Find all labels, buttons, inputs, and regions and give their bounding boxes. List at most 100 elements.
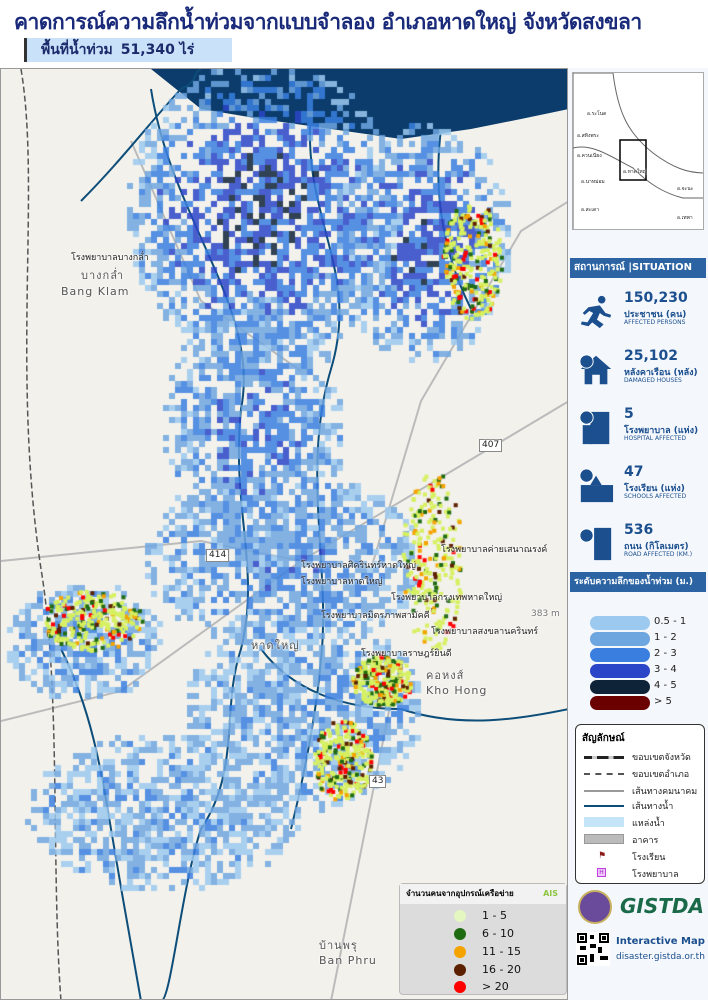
place-label: Kho Hong bbox=[426, 684, 488, 697]
page-title: คาดการณ์ความลึกน้ำท่วมจากแบบจำลอง อำเภอห… bbox=[14, 10, 642, 34]
hospital-alert-icon bbox=[579, 410, 610, 445]
road-alert-icon bbox=[579, 527, 612, 561]
hospital-label: โรงพยาบาลศิครินทร์หาดใหญ่ bbox=[301, 561, 416, 571]
flood-area-label: พื้นที่น้ำท่วม bbox=[41, 42, 113, 58]
house-alert-icon bbox=[579, 354, 612, 385]
inset-label: อ.สะเดา bbox=[581, 207, 600, 213]
situation-value: 150,230 bbox=[624, 290, 688, 306]
road-swatch bbox=[584, 790, 624, 792]
ais-legend-item: 11 - 15 bbox=[400, 943, 566, 961]
situation-value: 25,102 bbox=[624, 348, 679, 364]
depth-swatch bbox=[590, 664, 650, 678]
road-shield: 407 bbox=[479, 439, 503, 452]
depth-label: 3 - 4 bbox=[654, 664, 677, 675]
hospital-label: โรงพยาบาลบางกล่ำ bbox=[71, 253, 149, 263]
situation-item: 47 โรงเรียน (แห่ง) SCHOOLS AFFECTED bbox=[572, 464, 706, 514]
flood-area-banner: พื้นที่น้ำท่วม 51,340 ไร่ bbox=[24, 38, 232, 62]
situation-header: สถานการณ์ |SITUATION bbox=[570, 258, 706, 278]
flood-depth-layer bbox=[1, 69, 567, 999]
road-shield: 414 bbox=[206, 549, 230, 562]
ais-legend: จำนวนคนจากอุปกรณ์เครือข่าย AIS 1 - 5 6 -… bbox=[399, 883, 567, 995]
river-swatch bbox=[584, 805, 624, 807]
school-alert-icon bbox=[579, 468, 614, 503]
situation-label-en: HOSPITAL AFFECTED bbox=[624, 435, 687, 442]
district-boundary-swatch bbox=[584, 773, 624, 775]
symbol-legend-title: สัญลักษณ์ bbox=[582, 733, 625, 744]
hospital-icon: H bbox=[597, 868, 606, 877]
situation-value: 536 bbox=[624, 522, 654, 538]
flood-depth-map[interactable]: โรงพยาบาลบางกล่ำ บางกล่ำ Bang Klam โรงพย… bbox=[0, 68, 568, 1000]
depth-swatch bbox=[590, 680, 650, 694]
school-icon: ⚑ bbox=[598, 851, 607, 861]
place-label: คอหงส์ bbox=[426, 669, 465, 682]
ais-legend-title: จำนวนคนจากอุปกรณ์เครือข่าย bbox=[406, 889, 514, 898]
inset-label: อ.ระโนด bbox=[587, 111, 607, 117]
depth-label: 1 - 2 bbox=[654, 632, 677, 643]
depth-label: > 5 bbox=[654, 696, 672, 707]
ais-legend-item: 16 - 20 bbox=[400, 961, 566, 979]
legend-dot bbox=[454, 946, 466, 958]
ministry-seal-logo bbox=[578, 890, 612, 924]
legend-dot bbox=[454, 964, 466, 976]
inset-label: อ.หาดใหญ่ bbox=[623, 169, 647, 175]
place-label: บ้านพรุ bbox=[319, 939, 358, 952]
inset-label: อ.จะนะ bbox=[677, 186, 694, 192]
place-label: บางกล่ำ bbox=[81, 269, 125, 282]
qr-code-icon[interactable] bbox=[576, 932, 610, 966]
depth-label: 4 - 5 bbox=[654, 680, 677, 691]
situation-item: 5 โรงพยาบาล (แห่ง) HOSPITAL AFFECTED bbox=[572, 406, 706, 456]
situation-item: 536 ถนน (กิโลเมตร) ROAD AFFECTED (KM.) bbox=[572, 522, 706, 572]
depth-swatch bbox=[590, 616, 650, 630]
ais-legend-item: 6 - 10 bbox=[400, 925, 566, 943]
situation-label-en: ROAD AFFECTED (KM.) bbox=[624, 551, 693, 558]
inset-label: อ.สทิงพระ bbox=[577, 133, 600, 139]
province-boundary-swatch bbox=[584, 756, 624, 759]
interactive-map-label: Interactive Map bbox=[616, 936, 705, 947]
road-shield: 43 bbox=[369, 775, 387, 788]
situation-label-en: AFFECTED PERSONS bbox=[624, 319, 686, 326]
symbol-legend: สัญลักษณ์ ขอบเขตจังหวัด ขอบเขตอำเภอ เส้น… bbox=[575, 724, 705, 884]
legend-dot bbox=[454, 981, 466, 993]
elevation-label: 383 m bbox=[531, 609, 560, 619]
depth-swatch bbox=[590, 632, 650, 646]
flood-area-value: 51,340 ไร่ bbox=[120, 42, 195, 58]
depth-label: 0.5 - 1 bbox=[654, 616, 687, 627]
hospital-label: โรงพยาบาลหาดใหญ่ bbox=[301, 577, 383, 587]
place-label: Bang Klam bbox=[61, 285, 130, 298]
inset-locator-map: อ.ระโนด อ.สทิงพระ อ.ควนเนียง อ.หาดใหญ่ อ… bbox=[572, 72, 704, 230]
situation-label-en: DAMAGED HOUSES bbox=[624, 377, 682, 384]
building-swatch bbox=[584, 834, 624, 844]
situation-item: 25,102 หลังคาเรือน (หลัง) DAMAGED HOUSES bbox=[572, 348, 706, 398]
situation-label: โรงพยาบาล (แห่ง) bbox=[624, 426, 699, 436]
legend-dot bbox=[454, 928, 466, 940]
depth-swatch bbox=[590, 648, 650, 662]
depth-label: 2 - 3 bbox=[654, 648, 677, 659]
situation-label-en: SCHOOLS AFFECTED bbox=[624, 493, 687, 500]
place-label: Ban Phru bbox=[319, 954, 377, 967]
situation-value: 47 bbox=[624, 464, 644, 480]
situation-label: หลังคาเรือน (หลัง) bbox=[624, 368, 698, 378]
situation-label: โรงเรียน (แห่ง) bbox=[624, 484, 685, 494]
situation-label: ประชาชน (คน) bbox=[624, 310, 687, 320]
situation-item: 150,230 ประชาชน (คน) AFFECTED PERSONS bbox=[572, 290, 706, 340]
place-label: หาดใหญ่ bbox=[251, 639, 300, 652]
hospital-label: โรงพยาบาลสงขลานครินทร์ bbox=[431, 627, 539, 637]
hospital-label: โรงพยาบาลค่ายเสนาณรงค์ bbox=[441, 545, 548, 555]
situation-label: ถนน (กิโลเมตร) bbox=[624, 542, 689, 552]
side-panel: อ.ระโนด อ.สทิงพระ อ.ควนเนียง อ.หาดใหญ่ อ… bbox=[568, 68, 708, 1000]
inset-label: อ.ควนเนียง bbox=[577, 153, 602, 159]
hospital-label: โรงพยาบาลมิตรภาพสามัคคี bbox=[321, 611, 430, 621]
depth-swatch bbox=[590, 696, 650, 710]
ais-legend-item: > 20 bbox=[400, 978, 566, 996]
gistda-logo: GISTDA bbox=[620, 894, 704, 918]
ais-logo: AIS bbox=[543, 889, 558, 898]
study-area-box bbox=[619, 139, 647, 181]
depth-legend-header: ระดับความลึกของน้ำท่วม (ม.) bbox=[570, 572, 706, 592]
water-body-swatch bbox=[584, 817, 624, 827]
inset-label: อ.เทพา bbox=[677, 215, 693, 221]
situation-value: 5 bbox=[624, 406, 634, 422]
legend-dot bbox=[454, 910, 466, 922]
inset-label: อ.นาหม่อม bbox=[581, 179, 605, 185]
running-person-icon bbox=[580, 295, 612, 329]
website-link[interactable]: disaster.gistda.or.th bbox=[616, 952, 705, 962]
